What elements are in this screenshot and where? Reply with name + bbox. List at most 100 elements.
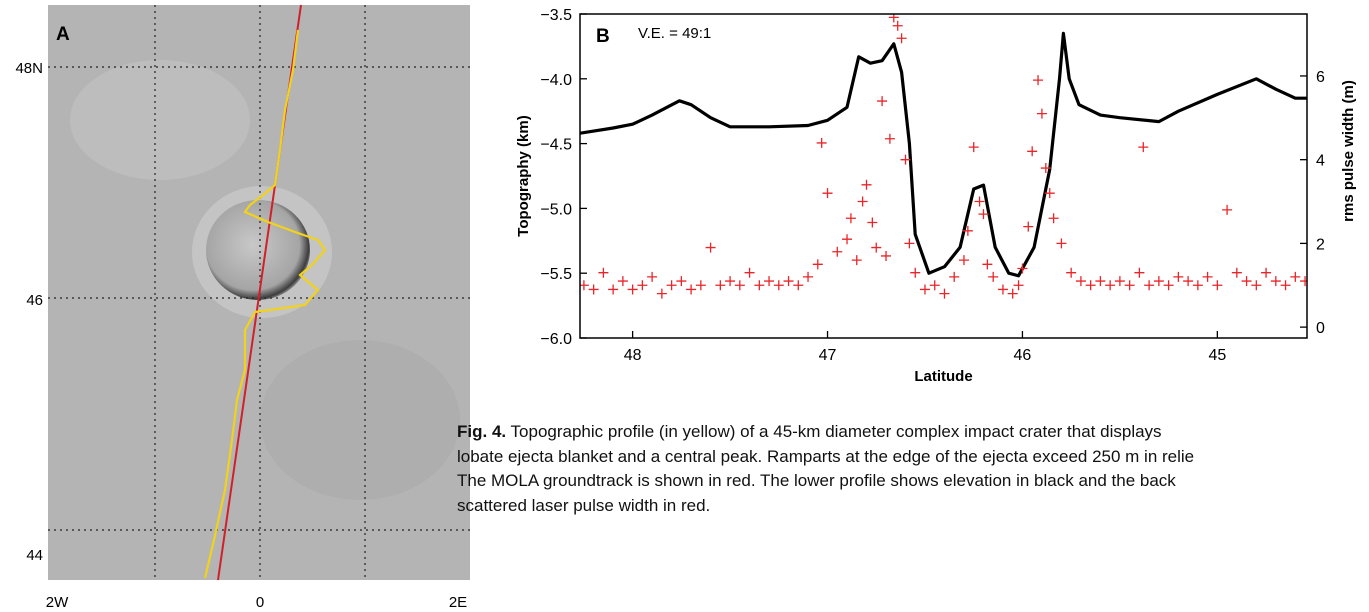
pulse-width-marker (1192, 280, 1203, 291)
caption-label: Fig. 4. (457, 422, 507, 441)
pulse-width-marker (851, 255, 862, 266)
pulse-width-marker (881, 250, 892, 261)
x-tick-label: 45 (1208, 347, 1226, 364)
y2-axis-label: rms pulse width (m) (1340, 80, 1357, 222)
pulse-width-marker (1027, 146, 1038, 157)
pulse-width-marker (1075, 276, 1086, 287)
x-axis-label: Latitude (914, 368, 972, 385)
pulse-width-marker (892, 20, 903, 31)
y-tick-label: −4.0 (540, 72, 572, 89)
pulse-width-marker (1251, 280, 1262, 291)
x-tick-label: 47 (819, 347, 837, 364)
pulse-width-marker (884, 133, 895, 144)
pulse-width-marker (900, 154, 911, 165)
pulse-width-marker (647, 271, 658, 282)
pulse-width-marker (939, 288, 950, 299)
pulse-width-marker (637, 280, 648, 291)
pulse-width-marker (754, 280, 765, 291)
lon-label: 2E (449, 594, 467, 611)
pulse-width-marker (861, 179, 872, 190)
pulse-width-marker (1270, 276, 1281, 287)
pulse-width-marker (1280, 280, 1291, 291)
pulse-width-marker (1048, 213, 1059, 224)
pulse-width-marker (816, 137, 827, 148)
pulse-width-marker (1222, 204, 1233, 215)
pulse-width-marker (1056, 238, 1067, 249)
lat-label: 48N (15, 60, 43, 77)
caption: Fig. 4. Topographic profile (in yellow) … (457, 420, 1369, 518)
pulse-width-marker (1066, 267, 1077, 278)
pulse-width-marker (974, 196, 985, 207)
pulse-width-marker (842, 234, 853, 245)
x-tick-label: 48 (624, 347, 642, 364)
pulse-width-marker (725, 276, 736, 287)
pulse-width-marker (803, 271, 814, 282)
pulse-width-marker (686, 284, 697, 295)
topography-line (580, 31, 1307, 278)
pulse-width-marker (877, 96, 888, 107)
pulse-width-marker (1023, 221, 1034, 232)
lon-label: 2W (46, 594, 69, 611)
pulse-width-marker (656, 288, 667, 299)
pulse-width-marker (958, 255, 969, 266)
pulse-width-marker (1290, 271, 1301, 282)
pulse-width-marker (695, 280, 706, 291)
pulse-width-marker (1153, 276, 1164, 287)
pulse-width-marker (608, 284, 619, 295)
pulse-width-marker (845, 213, 856, 224)
panel-letter: A (56, 24, 70, 45)
pulse-width-marker (734, 280, 745, 291)
pulse-width-marker (1183, 276, 1194, 287)
pulse-width-marker (1241, 276, 1252, 287)
pulse-width-marker (676, 276, 687, 287)
pulse-width-marker (1124, 280, 1135, 291)
pulse-width-marker (764, 276, 775, 287)
annotation: V.E. = 49:1 (638, 25, 711, 42)
pulse-width-marker (997, 284, 1008, 295)
pulse-width-marker (962, 225, 973, 236)
pulse-width-marker (896, 33, 907, 44)
pulse-width-marker (1300, 276, 1307, 287)
x-tick-label: 46 (1014, 347, 1032, 364)
pulse-width-marker (949, 271, 960, 282)
lon-label: 0 (256, 594, 264, 611)
pulse-width-marker (1138, 142, 1149, 153)
pulse-width-marker (1114, 276, 1125, 287)
y2-tick-label: 4 (1316, 153, 1325, 170)
pulse-width-marker (588, 284, 599, 295)
pulse-width-marker (1017, 263, 1028, 274)
pulse-width-marker (1095, 276, 1106, 287)
pulse-width-marker (982, 259, 993, 270)
pulse-width-marker (627, 284, 638, 295)
pulse-width-marker (978, 209, 989, 220)
pulse-width-marker (1105, 280, 1116, 291)
terrain (70, 60, 250, 180)
pulse-width-marker (832, 246, 843, 257)
y-tick-label: −5.5 (540, 266, 572, 283)
pulse-width-marker (867, 217, 878, 228)
terrain (260, 340, 460, 500)
profile-trace (203, 29, 327, 579)
pulse-width-marker (919, 284, 930, 295)
plot-area (580, 14, 1307, 299)
panel-a: A 48N 46 44 2W 0 2E (15, 4, 470, 611)
pulse-width-marker (793, 280, 804, 291)
pulse-width-marker (598, 267, 609, 278)
pulse-width-marker (968, 142, 979, 153)
caption-line: The MOLA groundtrack is shown in red. Th… (457, 471, 1176, 490)
pulse-width-marker (773, 280, 784, 291)
plot-frame (579, 13, 1308, 339)
pulse-width-marker (910, 267, 921, 278)
pulse-width-marker (1231, 267, 1242, 278)
caption-line: scattered laser pulse width in red. (457, 495, 711, 515)
caption-text: Topographic profile (in yellow) of a 45-… (510, 422, 1162, 441)
pulse-width-marker (1036, 108, 1047, 119)
pulse-width-marker (1261, 267, 1272, 278)
pulse-width-marker (1013, 280, 1024, 291)
caption-line: Fig. 4. Topographic profile (in yellow) … (457, 420, 1369, 445)
pulse-width-marker (783, 276, 794, 287)
pulse-width-marker (1033, 75, 1044, 86)
pulse-width-marker (857, 196, 868, 207)
lat-label: 44 (26, 547, 43, 564)
